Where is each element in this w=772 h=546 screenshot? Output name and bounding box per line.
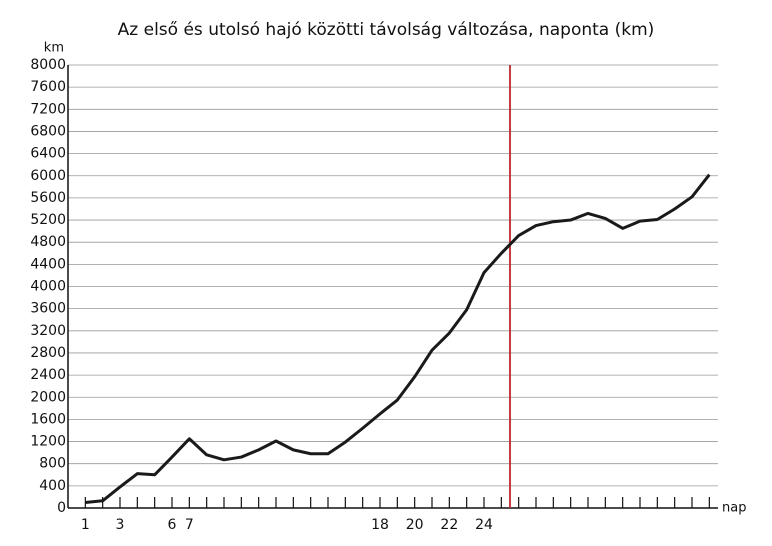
x-tick-label: 6	[168, 517, 177, 533]
x-tick-label: 18	[371, 517, 389, 533]
y-tick-label: 2000	[30, 389, 66, 405]
y-tick-label: 4400	[30, 256, 66, 272]
y-tick-label: 8000	[30, 57, 66, 73]
y-tick-label: 6000	[30, 168, 66, 184]
y-tick-label: 6800	[30, 123, 66, 139]
y-tick-label: 5600	[30, 190, 66, 206]
y-tick-label: 0	[57, 500, 66, 516]
y-tick-label: 400	[39, 478, 66, 494]
chart-title: Az első és utolsó hajó közötti távolság …	[118, 20, 655, 40]
y-tick-label: 2400	[30, 367, 66, 383]
x-tick-label: 3	[116, 517, 125, 533]
x-axis-label: nap	[722, 501, 746, 516]
y-tick-label: 3600	[30, 301, 66, 317]
x-tick-label: 22	[440, 517, 458, 533]
y-tick-label: 2800	[30, 345, 66, 361]
y-tick-label: 6400	[30, 146, 66, 162]
y-tick-label: 1200	[30, 434, 66, 450]
x-tick-label: 24	[475, 517, 493, 533]
y-tick-label: 3200	[30, 323, 66, 339]
x-tick-label: 7	[185, 517, 194, 533]
y-tick-label: 1600	[30, 411, 66, 427]
x-tick-label: 20	[406, 517, 424, 533]
data-line	[85, 173, 711, 504]
y-tick-label: 4000	[30, 279, 66, 295]
y-tick-label: 800	[39, 456, 66, 472]
y-tick-label: 4800	[30, 234, 66, 250]
y-axis-label: km	[44, 41, 64, 56]
x-tick-label: 1	[81, 517, 90, 533]
y-tick-label: 7200	[30, 101, 66, 117]
y-tick-label: 5200	[30, 212, 66, 228]
y-tick-label: 7600	[30, 79, 66, 95]
